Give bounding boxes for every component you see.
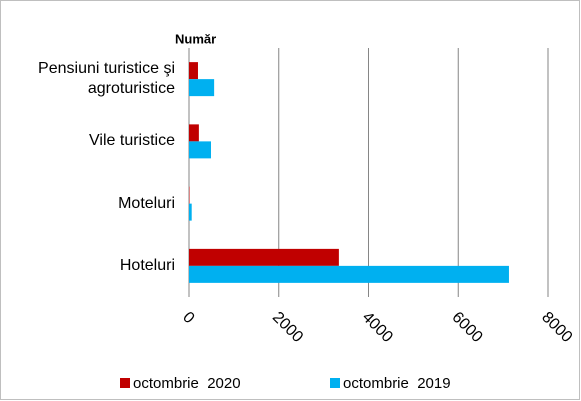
category-label: Moteluri (118, 194, 175, 212)
bar (189, 62, 198, 80)
category-label: Pensiuni turistice şi agroturistice (38, 60, 175, 98)
legend-swatch (330, 378, 340, 388)
bar (189, 265, 509, 283)
bar (189, 141, 211, 159)
legend-label: octombrie 2019 (343, 375, 451, 392)
category-label: Hoteluri (119, 256, 175, 274)
category-label: Vile turistice (89, 132, 175, 150)
bar (189, 124, 199, 142)
bar (189, 79, 215, 97)
legend-swatch (120, 378, 130, 388)
bar (189, 248, 339, 266)
bar (189, 203, 192, 221)
axis-title: Număr (175, 31, 216, 46)
legend-label: octombrie 2020 (133, 375, 241, 392)
